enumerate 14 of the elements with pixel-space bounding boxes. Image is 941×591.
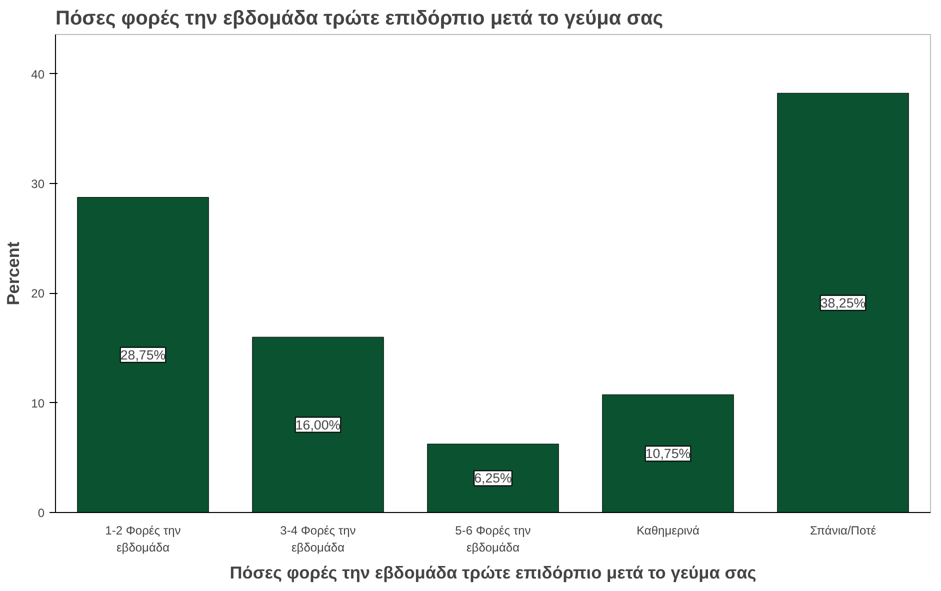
y-tick-label: 0	[38, 506, 45, 520]
data-label: 6,25%	[474, 470, 512, 486]
x-tick-label: Σπάνια/Ποτέ	[810, 524, 877, 538]
y-tick-label: 10	[31, 396, 45, 410]
y-tick-label: 40	[31, 67, 45, 82]
x-tick-label: 1-2 Φορές την εβδομάδα	[105, 524, 181, 554]
y-tick-label: 20	[31, 286, 45, 301]
y-axis-title: Percent	[3, 241, 24, 306]
chart-title: Πόσες φορές την εβδομάδα τρώτε επιδόρπιο μετά το γεύμα σας	[56, 8, 664, 30]
x-tick-label: 3-4 Φορές την εβδομάδα	[280, 524, 356, 554]
x-tick-label: 5-6 Φορές την εβδομάδα	[455, 524, 531, 554]
x-axis-title: Πόσες φορές την εβδομάδα τρώτε επιδόρπιο μετά το γεύμα σας	[230, 562, 756, 582]
y-tick-label: 30	[31, 177, 45, 192]
x-tick-label: Καθημερινά	[636, 524, 700, 538]
